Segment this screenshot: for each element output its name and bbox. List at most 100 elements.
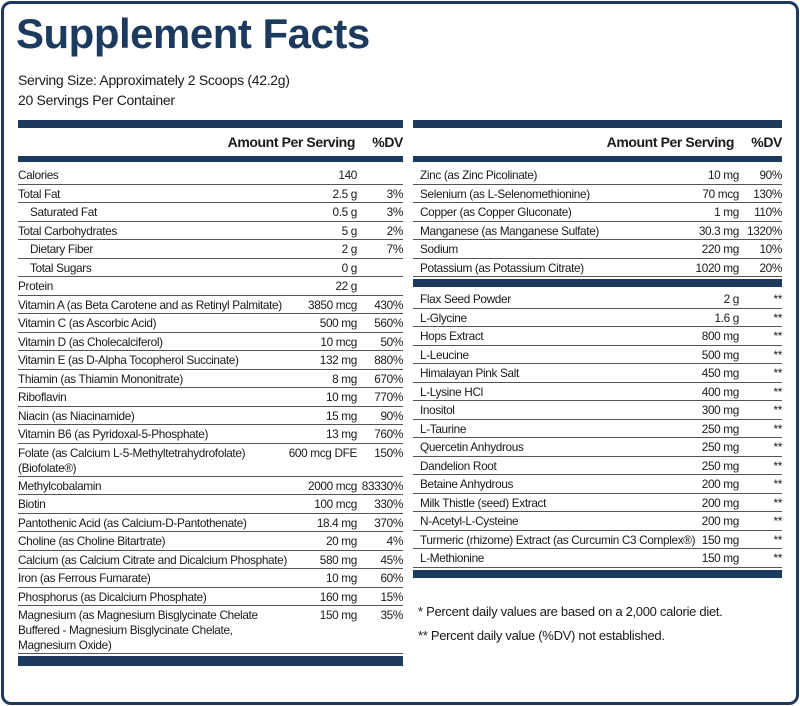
- amount: 580 mg: [319, 552, 358, 567]
- nutrient-name: Vitamin E (as D-Alpha Tocopherol Succina…: [18, 353, 239, 367]
- daily-value: 45%: [380, 552, 403, 567]
- nutrient-name: Copper (as Copper Gluconate): [420, 205, 572, 219]
- daily-value: 770%: [374, 390, 403, 404]
- nutrient-name: Selenium (as L-Selenomethionine): [420, 186, 590, 201]
- nutrient-name: Inositol: [420, 403, 455, 417]
- amount: 22 g: [335, 279, 357, 293]
- daily-value: 3%: [386, 186, 404, 201]
- nutrient-row: L-Taurine 250 mg **: [413, 420, 782, 438]
- nutrient-name: Saturated Fat: [30, 205, 97, 219]
- amount: 300 mg: [701, 403, 740, 417]
- nutrient-name: Betaine Anhydrous: [420, 477, 514, 491]
- left-table: Amount Per Serving %DV Calories 140 Total Fa…: [18, 120, 403, 666]
- amount: 100 mcg: [314, 497, 357, 511]
- nutrient-row: Dietary Fiber 2 g 7%: [18, 240, 403, 259]
- nutrient-name: N-Acetyl-L-Cysteine: [420, 514, 519, 528]
- nutrient-row: Betaine Anhydrous 200 mg **: [413, 475, 782, 494]
- nutrient-name: Manganese (as Manganese Sulfate): [420, 223, 599, 238]
- nutrient-row: Pantothenic Acid (as Calcium-D-Pantothen…: [18, 514, 403, 532]
- amount: 1020 mg: [695, 260, 740, 275]
- nutrient-row: Vitamin A (as Beta Carotene and as Retin…: [18, 296, 403, 314]
- dv-header: %DV: [372, 134, 403, 150]
- nutrient-row: Total Fat 2.5 g 3%: [18, 185, 404, 203]
- amount: 500 mg: [319, 316, 358, 330]
- bottom-bar: [413, 569, 782, 578]
- daily-value: 90%: [759, 168, 782, 182]
- nutrient-name: Potassium (as Potassium Citrate): [420, 260, 584, 275]
- nutrient-row: Quercetin Anhydrous 250 mg **: [413, 438, 782, 457]
- daily-value: **: [773, 551, 783, 565]
- daily-value: 50%: [380, 334, 403, 349]
- amount: 220 mg: [701, 242, 740, 256]
- amount: 200 mg: [701, 514, 740, 528]
- nutrient-name: Thiamin (as Thiamin Mononitrate): [18, 371, 183, 386]
- amount: 132 mg: [319, 353, 358, 367]
- nutrient-name: Vitamin D (as Cholecalciferol): [18, 334, 163, 349]
- amount: 18.4 mg: [316, 515, 358, 530]
- nutrient-name: Total Carbohydrates: [18, 223, 117, 238]
- nutrient-row: Sodium 220 mg 10%: [413, 240, 782, 259]
- nutrient-row: Saturated Fat 0.5 g 3%: [18, 203, 403, 222]
- amount: 500 mg: [701, 347, 740, 362]
- amount: 0.5 g: [332, 205, 358, 219]
- nutrient-name: Folate (as Calcium L-5-Methyltetrahydrof…: [18, 445, 246, 475]
- nutrient-name: Vitamin A (as Beta Carotene and as Retin…: [18, 297, 282, 312]
- amount: 200 mg: [701, 477, 740, 491]
- amount: 10 mg: [707, 168, 739, 182]
- nutrient-name: L-Methionine: [420, 551, 485, 565]
- nutrient-name: Dandelion Root: [420, 458, 497, 473]
- nutrient-name: Iron (as Ferrous Fumarate): [18, 571, 151, 585]
- amount: 70 mcg: [702, 186, 739, 201]
- serving-size: Serving Size: Approximately 2 Scoops (42…: [18, 72, 290, 88]
- nutrient-name: Vitamin B6 (as Pyridoxal-5-Phosphate): [18, 427, 209, 441]
- nutrient-name: Himalayan Pink Salt: [420, 366, 519, 380]
- amount-header: Amount Per Serving: [227, 134, 356, 150]
- nutrient-row: Riboflavin 10 mg 770%: [18, 388, 403, 407]
- daily-value: 3%: [386, 205, 404, 219]
- nutrient-name: Protein: [18, 279, 53, 293]
- daily-value: 760%: [374, 427, 403, 441]
- amount: 2000 mcg: [307, 478, 357, 493]
- amount: 13 mg: [325, 427, 357, 441]
- amount: 250 mg: [701, 458, 740, 473]
- nutrient-row: Folate (as Calcium L-5-Methyltetrahydrof…: [18, 444, 403, 477]
- top-bar: [18, 120, 403, 128]
- nutrient-name: Quercetin Anhydrous: [420, 440, 524, 454]
- nutrient-name: Magnesium (as Magnesium Bisglycinate Che…: [18, 608, 258, 652]
- nutrient-row: Himalayan Pink Salt 450 mg **: [413, 364, 782, 383]
- nutrient-name: L-Glycine: [420, 310, 467, 325]
- nutrient-row: Iron (as Ferrous Fumarate) 10 mg 60%: [18, 569, 403, 588]
- daily-value: **: [773, 366, 783, 380]
- daily-value: 330%: [374, 497, 403, 511]
- nutrient-row: N-Acetyl-L-Cysteine 200 mg **: [413, 512, 782, 531]
- nutrient-name: Dietary Fiber: [30, 242, 93, 256]
- amount: 800 mg: [701, 329, 740, 343]
- nutrient-name: Phosphorus (as Dicalcium Phosphate): [18, 589, 207, 604]
- nutrient-row: Protein 22 g: [18, 277, 403, 296]
- nutrient-name: Biotin: [18, 497, 46, 511]
- daily-value: 150%: [374, 445, 403, 460]
- amount: 450 mg: [701, 366, 740, 380]
- amount: 250 mg: [701, 440, 740, 454]
- nutrient-row: Flax Seed Powder 2 g **: [413, 290, 782, 309]
- nutrient-row: Choline (as Choline Bitartrate) 20 mg 4%: [18, 532, 403, 551]
- daily-value: **: [773, 514, 783, 528]
- amount: 0 g: [341, 260, 358, 275]
- nutrient-row: Magnesium (as Magnesium Bisglycinate Che…: [18, 606, 403, 654]
- nutrient-name: Flax Seed Powder: [420, 292, 511, 306]
- nutrient-row: Calories 140: [18, 166, 403, 185]
- amount: 150 mg: [701, 532, 740, 547]
- nutrient-row: Phosphorus (as Dicalcium Phosphate) 160 m…: [18, 588, 403, 606]
- nutrient-row: Niacin (as Niacinamide) 15 mg 90%: [18, 407, 403, 425]
- footnote: * Percent daily values are based on a 2,…: [418, 604, 723, 619]
- daily-value: **: [773, 477, 783, 491]
- nutrient-name: Methylcobalamin: [18, 478, 102, 493]
- nutrient-row: Vitamin B6 (as Pyridoxal-5-Phosphate) 13 …: [18, 425, 403, 444]
- daily-value: 10%: [759, 242, 782, 256]
- daily-value: 370%: [374, 515, 403, 530]
- daily-value: **: [773, 532, 783, 547]
- daily-value: **: [773, 458, 783, 473]
- daily-value: **: [773, 403, 783, 417]
- nutrient-row: Potassium (as Potassium Citrate) 1020 mg 2…: [413, 259, 782, 277]
